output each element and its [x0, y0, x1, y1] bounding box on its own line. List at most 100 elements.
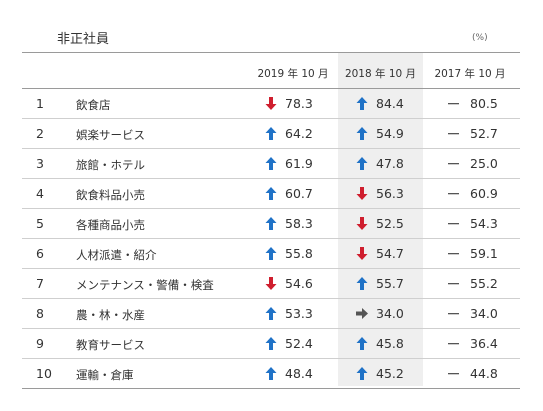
- industry-name: 娯楽サービス: [76, 128, 145, 142]
- table-row: 10 運輸・倉庫 48.4 45.2 44.8: [22, 359, 520, 389]
- highlight-column: [338, 53, 423, 386]
- industry-name: 教育サービス: [76, 338, 145, 352]
- industry-name: 各種商品小売: [76, 218, 145, 232]
- value-cell: 55.2: [470, 276, 498, 291]
- value-cell: 54.9: [376, 126, 404, 141]
- value-cell: 52.5: [376, 216, 404, 231]
- table-row: 5 各種商品小売 58.3 52.5 54.3: [22, 209, 520, 239]
- table-row: 2 娯楽サービス 64.2 54.9 52.7: [22, 119, 520, 149]
- industry-name: 飲食料品小売: [76, 188, 145, 202]
- column-header-2019: 2019 年 10 月: [257, 68, 329, 80]
- column-header-2017: 2017 年 10 月: [434, 68, 506, 80]
- value-cell: 34.0: [470, 306, 498, 321]
- dash-icon: [448, 97, 460, 110]
- value-cell: 34.0: [376, 306, 404, 321]
- value-cell: 44.8: [470, 366, 498, 381]
- industry-name: 運輸・倉庫: [76, 368, 134, 382]
- value-cell: 60.7: [285, 186, 313, 201]
- value-cell: 25.0: [470, 156, 498, 171]
- industry-name: 農・林・水産: [76, 308, 145, 322]
- up-arrow-icon: [265, 247, 277, 260]
- column-header-2018: 2018 年 10 月: [344, 68, 417, 80]
- rank-number: 1: [36, 96, 44, 111]
- value-cell: 55.7: [376, 276, 404, 291]
- table-title: 非正社員: [57, 32, 110, 47]
- up-arrow-icon: [356, 277, 368, 290]
- up-arrow-icon: [265, 337, 277, 350]
- industry-name: 人材派遣・紹介: [76, 248, 157, 262]
- row-divider: [22, 388, 520, 389]
- value-cell: 45.8: [376, 336, 404, 351]
- value-cell: 78.3: [285, 96, 313, 111]
- rank-number: 5: [36, 216, 44, 231]
- dash-icon: [448, 127, 460, 140]
- up-arrow-icon: [356, 337, 368, 350]
- row-divider: [22, 268, 520, 269]
- value-cell: 58.3: [285, 216, 313, 231]
- rank-number: 8: [36, 306, 44, 321]
- rank-number: 2: [36, 126, 44, 141]
- industry-name: メンテナンス・警備・検査: [76, 278, 214, 292]
- header-rule: [22, 88, 520, 89]
- table-row: 7 メンテナンス・警備・検査 54.6 55.7 55.2: [22, 269, 520, 299]
- dash-icon: [448, 367, 460, 380]
- row-divider: [22, 178, 520, 179]
- value-cell: 59.1: [470, 246, 498, 261]
- value-cell: 54.6: [285, 276, 313, 291]
- up-arrow-icon: [356, 157, 368, 170]
- up-arrow-icon: [265, 157, 277, 170]
- table-row: 9 教育サービス 52.4 45.8 36.4: [22, 329, 520, 359]
- dash-icon: [448, 157, 460, 170]
- value-cell: 64.2: [285, 126, 313, 141]
- value-cell: 54.3: [470, 216, 498, 231]
- rank-number: 3: [36, 156, 44, 171]
- up-arrow-icon: [265, 127, 277, 140]
- rank-number: 6: [36, 246, 44, 261]
- table-row: 6 人材派遣・紹介 55.8 54.7 59.1: [22, 239, 520, 269]
- industry-name: 飲食店: [76, 98, 111, 112]
- unit-label: (%): [472, 33, 488, 43]
- top-rule: [22, 52, 520, 53]
- value-cell: 48.4: [285, 366, 313, 381]
- row-divider: [22, 148, 520, 149]
- up-arrow-icon: [356, 127, 368, 140]
- up-arrow-icon: [265, 367, 277, 380]
- row-divider: [22, 298, 520, 299]
- value-cell: 55.8: [285, 246, 313, 261]
- table-row: 1 飲食店 78.3 84.4 80.5: [22, 89, 520, 119]
- down-arrow-icon: [356, 217, 368, 230]
- industry-name: 旅館・ホテル: [76, 158, 145, 172]
- row-divider: [22, 358, 520, 359]
- row-divider: [22, 328, 520, 329]
- row-divider: [22, 238, 520, 239]
- dash-icon: [448, 307, 460, 320]
- value-cell: 54.7: [376, 246, 404, 261]
- dash-icon: [448, 217, 460, 230]
- row-divider: [22, 208, 520, 209]
- value-cell: 45.2: [376, 366, 404, 381]
- down-arrow-icon: [356, 247, 368, 260]
- down-arrow-icon: [265, 97, 277, 110]
- down-arrow-icon: [356, 187, 368, 200]
- value-cell: 80.5: [470, 96, 498, 111]
- dash-icon: [448, 277, 460, 290]
- table-row: 8 農・林・水産 53.3 34.0 34.0: [22, 299, 520, 329]
- down-arrow-icon: [265, 277, 277, 290]
- right-arrow-icon: [356, 307, 368, 320]
- rank-number: 10: [36, 366, 52, 381]
- value-cell: 84.4: [376, 96, 404, 111]
- value-cell: 52.7: [470, 126, 498, 141]
- rank-number: 9: [36, 336, 44, 351]
- table-row: 4 飲食料品小売 60.7 56.3 60.9: [22, 179, 520, 209]
- up-arrow-icon: [356, 367, 368, 380]
- rank-number: 4: [36, 186, 44, 201]
- dash-icon: [448, 337, 460, 350]
- value-cell: 36.4: [470, 336, 498, 351]
- value-cell: 52.4: [285, 336, 313, 351]
- up-arrow-icon: [356, 97, 368, 110]
- dash-icon: [448, 187, 460, 200]
- up-arrow-icon: [265, 187, 277, 200]
- value-cell: 56.3: [376, 186, 404, 201]
- rank-number: 7: [36, 276, 44, 291]
- value-cell: 60.9: [470, 186, 498, 201]
